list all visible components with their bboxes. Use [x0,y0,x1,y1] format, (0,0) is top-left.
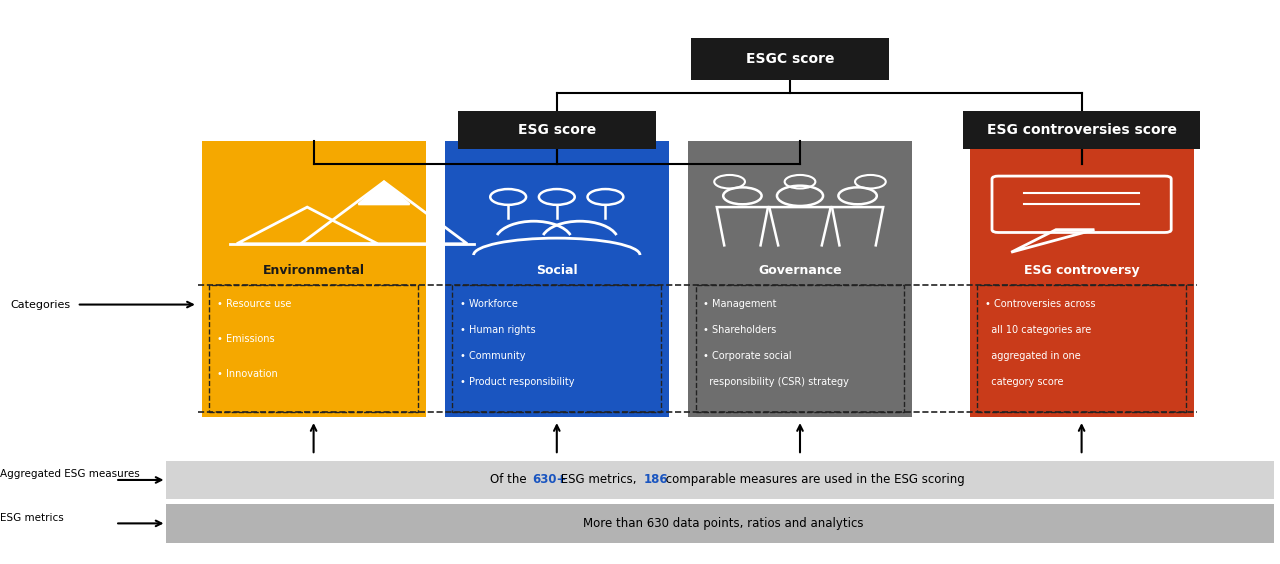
Bar [691,38,890,81]
Text: • Innovation: • Innovation [218,368,278,378]
Bar [963,111,1201,149]
Text: ESG score: ESG score [517,123,596,136]
Text: Social: Social [536,265,577,277]
Bar [445,141,668,417]
Text: ESG controversies score: ESG controversies score [987,123,1176,136]
Text: responsibility (CSR) strategy: responsibility (CSR) strategy [704,377,849,387]
Text: • Controversies across: • Controversies across [986,298,1096,309]
Text: ESG controversy: ESG controversy [1024,265,1139,277]
Bar [166,461,1274,499]
Bar [458,111,657,149]
Text: • Shareholders: • Shareholders [704,325,777,335]
Text: • Management: • Management [704,298,777,309]
Text: 630+: 630+ [532,473,567,487]
Text: Of the: Of the [490,473,530,487]
Text: • Corporate social: • Corporate social [704,351,792,361]
Text: • Workforce: • Workforce [461,298,518,309]
Text: • Human rights: • Human rights [461,325,536,335]
Text: all 10 categories are: all 10 categories are [986,325,1092,335]
Bar [978,285,1185,412]
Polygon shape [358,182,410,204]
Bar [202,141,425,417]
Text: 186: 186 [644,473,668,487]
Bar [689,141,911,417]
Text: Environmental: Environmental [262,265,365,277]
Text: ESGC score: ESGC score [745,52,835,66]
Text: category score: category score [986,377,1064,387]
Text: • Emissions: • Emissions [218,333,275,343]
Text: • Community: • Community [461,351,526,361]
Text: comparable measures are used in the ESG scoring: comparable measures are used in the ESG … [662,473,965,487]
Bar [696,285,904,412]
Text: Aggregated ESG measures: Aggregated ESG measures [0,469,140,479]
Bar [453,285,660,412]
Text: Categories: Categories [10,299,70,310]
Bar [970,141,1193,417]
Text: • Product responsibility: • Product responsibility [461,377,575,387]
Text: aggregated in one: aggregated in one [986,351,1080,361]
Text: ESG metrics: ESG metrics [0,513,64,523]
Text: More than 630 data points, ratios and analytics: More than 630 data points, ratios and an… [582,517,864,530]
Bar [210,285,417,412]
Text: Governance: Governance [758,265,842,277]
Text: • Resource use: • Resource use [218,298,292,309]
Text: ESG metrics,: ESG metrics, [557,473,640,487]
Bar [166,504,1274,543]
